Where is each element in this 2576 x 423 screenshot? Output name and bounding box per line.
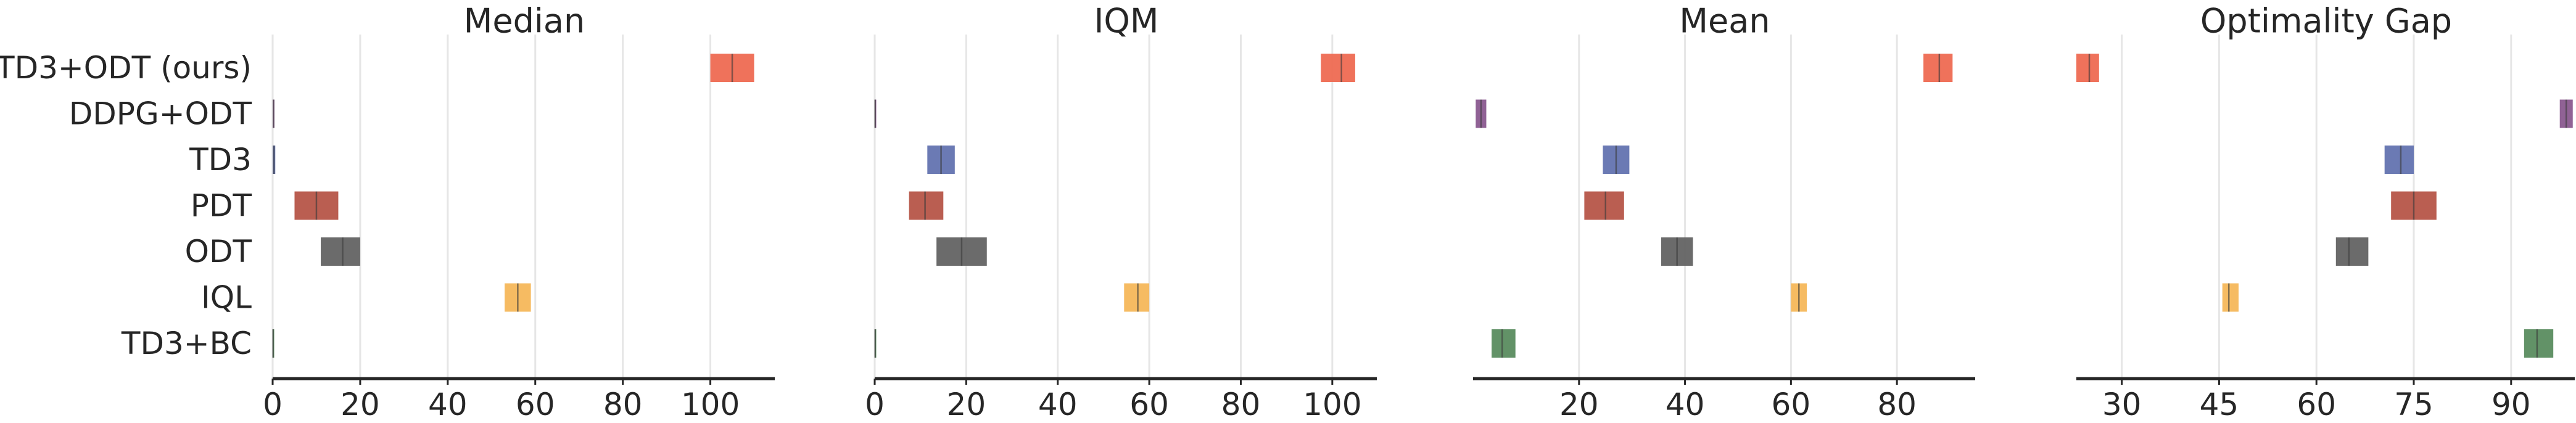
panel-title: Optimality Gap xyxy=(2200,2,2452,41)
tick-label: 40 xyxy=(428,387,468,421)
interval-bar xyxy=(2335,237,2369,266)
interval-bar xyxy=(1321,54,1355,82)
interval-bar xyxy=(2524,329,2554,358)
tick-label: 0 xyxy=(865,387,885,421)
method-label: ODT xyxy=(185,234,252,269)
tick-label: 20 xyxy=(947,387,986,421)
interval-bar xyxy=(1923,54,1953,82)
method-label: TD3 xyxy=(189,142,252,178)
interval-bar xyxy=(321,237,360,266)
method-label: IQL xyxy=(201,280,252,316)
panel-title: IQM xyxy=(1094,2,1158,41)
interval-bar xyxy=(1124,283,1150,312)
panel-title: Median xyxy=(464,2,585,41)
tick-label: 30 xyxy=(2102,387,2142,421)
interval-bar xyxy=(1492,329,1516,358)
tick-label: 60 xyxy=(516,387,555,421)
method-label: TD3+ODT (ours) xyxy=(0,50,252,86)
tick-label: 0 xyxy=(263,387,283,421)
tick-label: 75 xyxy=(2394,387,2434,421)
interval-bar xyxy=(2384,146,2414,174)
tick-label: 90 xyxy=(2491,387,2531,421)
tick-label: 60 xyxy=(1129,387,1169,421)
method-label: TD3+BC xyxy=(121,326,252,361)
tick-label: 60 xyxy=(1772,387,1811,421)
panel-title: Mean xyxy=(1679,2,1770,41)
interval-bar xyxy=(2222,283,2239,312)
method-label: PDT xyxy=(191,188,252,224)
interval-bar xyxy=(1584,191,1624,220)
tick-label: 45 xyxy=(2200,387,2239,421)
tick-label: 60 xyxy=(2297,387,2336,421)
tick-label: 20 xyxy=(341,387,380,421)
tick-label: 100 xyxy=(681,387,740,421)
interval-bar xyxy=(909,191,944,220)
tick-label: 80 xyxy=(1877,387,1917,421)
tick-label: 80 xyxy=(603,387,643,421)
tick-label: 40 xyxy=(1666,387,1705,421)
tick-label: 40 xyxy=(1038,387,1078,421)
interval-bar xyxy=(2076,54,2099,82)
tick-label: 20 xyxy=(1559,387,1599,421)
tick-label: 80 xyxy=(1221,387,1261,421)
method-label: DDPG+ODT xyxy=(69,96,252,132)
tick-label: 100 xyxy=(1303,387,1361,421)
